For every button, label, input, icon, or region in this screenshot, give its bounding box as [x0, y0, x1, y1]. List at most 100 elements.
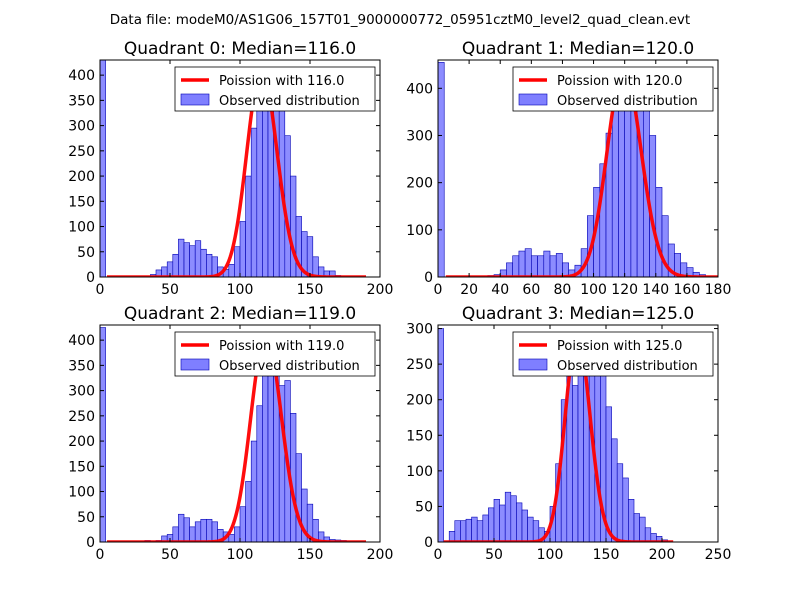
histogram-bar — [465, 518, 472, 542]
x-tick-label: 180 — [705, 282, 732, 298]
histogram-bar — [312, 256, 319, 277]
histogram-bar — [178, 238, 185, 277]
x-tick-label: 0 — [434, 547, 443, 563]
x-tick-label: 0 — [96, 282, 105, 298]
y-tick-label: 200 — [406, 393, 433, 409]
y-tick-label: 400 — [68, 68, 95, 84]
x-tick-label: 100 — [227, 547, 254, 563]
histogram-bar — [512, 255, 520, 277]
histogram-bar — [245, 175, 252, 277]
axis-ticks: 0 50 100 150 200 0 50 100 150 200 250 300 350 400 — [68, 325, 393, 563]
histogram-bar — [572, 385, 579, 542]
legend: Poission with 125.0 Observed distribution — [512, 331, 714, 377]
y-tick-label: 0 — [424, 535, 433, 551]
histogram-bar — [183, 242, 190, 277]
histogram-bar — [510, 495, 517, 542]
legend-bar-label: Observed distribution — [219, 359, 360, 374]
histogram-bar — [624, 88, 632, 277]
figure-title: Data file: modeM0/AS1G06_157T01_90000007… — [110, 12, 690, 28]
x-tick-label: 250 — [705, 547, 732, 563]
y-tick-label: 400 — [68, 333, 95, 349]
y-tick-label: 300 — [68, 119, 95, 135]
panel-title: Quadrant 1: Median=120.0 — [462, 39, 694, 59]
x-tick-label: 80 — [554, 282, 572, 298]
histogram-bars — [438, 62, 706, 277]
histogram-bar — [172, 253, 179, 277]
legend: Poission with 119.0 Observed distribution — [174, 331, 376, 377]
legend-bar-label: Observed distribution — [557, 94, 698, 109]
y-tick-label: 50 — [77, 510, 95, 526]
histogram-bar — [521, 509, 528, 542]
axes-frame — [437, 324, 719, 543]
x-tick-label: 50 — [161, 547, 179, 563]
y-tick-label: 100 — [68, 485, 95, 501]
x-tick-label: 0 — [434, 282, 443, 298]
legend-bar-label: Observed distribution — [557, 359, 698, 374]
histogram-bar — [295, 453, 302, 542]
axis-ticks: 0 50 100 150 200 250 0 50 100 150 200 250 300 — [406, 322, 731, 563]
histogram-bar — [250, 127, 258, 277]
y-tick-label: 250 — [68, 409, 95, 425]
histogram-bar — [476, 520, 484, 542]
histogram-bar — [527, 516, 534, 542]
histogram-bar — [524, 248, 532, 277]
y-tick-label: 150 — [68, 459, 95, 475]
legend-line-label: Poission with 119.0 — [219, 339, 344, 354]
x-tick-label: 100 — [580, 282, 607, 298]
y-tick-label: 50 — [415, 499, 433, 515]
x-tick-label: 100 — [227, 282, 254, 298]
plot-area — [438, 62, 718, 277]
histogram-bar — [200, 518, 207, 542]
histogram-bar — [250, 440, 258, 542]
legend-bar-swatch — [180, 93, 210, 106]
y-tick-label: 200 — [68, 434, 95, 450]
histogram-bar — [488, 507, 495, 542]
histogram-bar — [504, 491, 512, 542]
y-tick-label: 100 — [406, 223, 433, 239]
histogram-bar — [499, 504, 506, 542]
y-tick-label: 0 — [86, 270, 95, 286]
histogram-bars — [100, 60, 342, 277]
histogram-bar — [194, 521, 202, 542]
x-tick-label: 150 — [297, 547, 324, 563]
x-tick-label: 150 — [593, 547, 620, 563]
legend: Poission with 120.0 Observed distribution — [512, 66, 714, 112]
x-tick-label: 160 — [674, 282, 701, 298]
histogram-bar — [178, 513, 185, 542]
legend-line-label: Poission with 116.0 — [219, 74, 344, 89]
histogram-bar — [471, 516, 478, 542]
y-tick-label: 150 — [68, 194, 95, 210]
y-tick-label: 400 — [406, 81, 433, 97]
x-tick-label: 60 — [522, 282, 540, 298]
y-tick-label: 200 — [68, 169, 95, 185]
x-tick-label: 50 — [161, 282, 179, 298]
x-tick-label: 140 — [642, 282, 669, 298]
y-tick-label: 100 — [68, 220, 95, 236]
y-tick-label: 150 — [406, 428, 433, 444]
legend-bar-swatch — [518, 93, 548, 106]
panel-title: Quadrant 3: Median=125.0 — [462, 304, 694, 324]
x-tick-label: 0 — [96, 547, 105, 563]
histogram-bar — [555, 253, 563, 277]
histogram-bar — [100, 60, 106, 277]
panel-title: Quadrant 0: Median=116.0 — [124, 39, 356, 59]
quadrant-panel-2: 0 50 100 150 200 0 50 100 150 200 250 300 350 400 Quad… — [68, 304, 393, 563]
y-tick-label: 300 — [406, 128, 433, 144]
histogram-bar — [228, 264, 235, 277]
histogram-bar — [537, 255, 545, 277]
histogram-bar — [290, 175, 297, 277]
histogram-bar — [256, 405, 263, 542]
legend-bar-label: Observed distribution — [219, 94, 360, 109]
legend-line-label: Poission with 120.0 — [557, 74, 682, 89]
quadrant-panel-0: 0 50 100 150 200 0 50 100 150 200 250 300 350 400 Quad… — [68, 39, 393, 298]
histogram-bar — [211, 521, 218, 542]
histogram-bar — [493, 499, 500, 542]
histogram-bar — [518, 250, 526, 277]
x-tick-label: 200 — [367, 282, 394, 298]
y-tick-label: 100 — [406, 464, 433, 480]
histogram-bar — [194, 240, 202, 277]
histogram-bar — [312, 518, 319, 542]
y-tick-label: 350 — [68, 93, 95, 109]
x-tick-label: 120 — [611, 282, 638, 298]
